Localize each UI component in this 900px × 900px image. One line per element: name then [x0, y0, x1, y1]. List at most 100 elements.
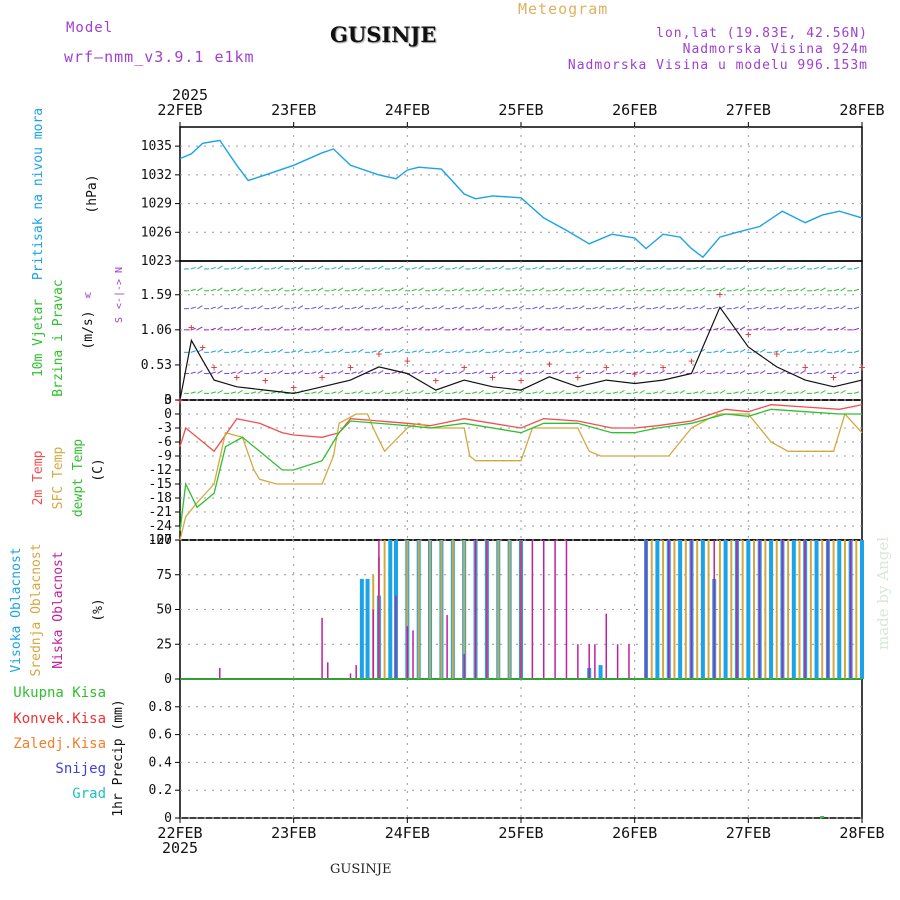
wind-barb	[337, 348, 344, 353]
wind-barb	[719, 389, 726, 394]
low-cloud-bar	[827, 540, 829, 679]
low-cloud-bar	[321, 617, 323, 679]
wind-barb	[250, 327, 257, 331]
wind-barb	[639, 370, 645, 374]
wind-barb	[210, 288, 216, 292]
wind-barb	[739, 326, 746, 331]
wind-barb	[331, 371, 337, 375]
wind-barb	[317, 326, 324, 331]
wind-barb	[371, 327, 377, 331]
mid-cloud-bar	[821, 540, 824, 679]
xtick-label-bottom: 25FEB	[498, 824, 543, 842]
wind-barb	[840, 287, 846, 292]
wind-barb	[357, 305, 364, 310]
ytick-label-precipitation: 0.8	[149, 700, 172, 715]
wind-barb	[592, 391, 598, 394]
mid-cloud-bar	[497, 540, 500, 679]
wind-barb	[391, 327, 397, 331]
gust-mark: +	[518, 374, 525, 387]
wind-barb	[438, 389, 444, 394]
wind-barb	[552, 288, 558, 292]
wind-barb	[230, 266, 237, 270]
wind-barb	[451, 371, 458, 375]
wind-barb	[512, 266, 518, 270]
wind-barb	[713, 327, 719, 331]
low-cloud-bar	[531, 540, 534, 679]
wind-barb	[197, 370, 203, 374]
high-cloud-bar	[388, 540, 393, 679]
low-cloud-bar	[690, 540, 693, 679]
low-cloud-bar	[594, 644, 596, 679]
pressure-axis-label: Pritisak na nivou mora	[31, 108, 46, 280]
ytick-label-temperature: -21	[149, 505, 172, 520]
low-cloud-bar	[565, 540, 568, 679]
ytick-label-wind: 1.06	[141, 323, 172, 338]
wind-barb	[639, 265, 645, 270]
wind-barb	[311, 266, 317, 270]
wind-barb	[652, 288, 659, 292]
wind-barb	[793, 391, 799, 394]
ytick-label-precipitation: 0.4	[149, 755, 173, 770]
wind-barb	[759, 305, 766, 310]
wind-barb	[351, 371, 357, 375]
wind-axis-label: 10m Vjetar	[31, 299, 46, 377]
low-cloud-bar	[542, 540, 545, 679]
wind-barb	[478, 305, 485, 310]
wind-barb	[793, 266, 799, 270]
high-cloud-bar	[837, 540, 842, 679]
wind-barb	[833, 306, 840, 310]
wind-barb	[853, 371, 860, 375]
dewpoint-line	[179, 408, 862, 531]
wind-barb	[558, 326, 565, 331]
wind-barb	[652, 306, 659, 310]
high-cloud-bar	[700, 540, 705, 679]
wind-barb	[270, 266, 277, 270]
gust-mark: +	[745, 328, 752, 341]
wind-barb	[800, 326, 806, 331]
wind-barb	[431, 350, 438, 353]
wind-barb	[331, 391, 337, 394]
wind-barb	[250, 350, 257, 353]
year-label-bottom: 2025	[162, 839, 198, 857]
wind-barb	[398, 326, 404, 331]
wind-barb	[257, 265, 263, 270]
wind-barb	[592, 371, 598, 375]
low-cloud-bar	[713, 540, 715, 679]
wind-barb	[297, 348, 304, 353]
wind-barb	[780, 326, 786, 331]
wind-barb	[471, 327, 478, 331]
wind-barb	[632, 266, 639, 270]
wind-barb	[659, 348, 665, 353]
high-cloud-bar	[678, 540, 683, 679]
wind-barb	[431, 266, 438, 270]
wind-barb	[853, 327, 860, 331]
wind-barb	[311, 350, 317, 353]
wind-barb	[538, 287, 545, 292]
wind-barb	[518, 348, 525, 353]
temp-unit-label: (C)	[91, 458, 106, 481]
wind-barb	[733, 288, 739, 292]
gust-mark: +	[211, 361, 218, 374]
wind-barb	[813, 350, 819, 353]
wind-barb	[451, 266, 458, 270]
wind-barb	[820, 326, 826, 331]
wind-barb	[659, 370, 665, 374]
ytick-label-clouds: 100	[149, 533, 172, 548]
wind-barb	[612, 391, 618, 394]
wind-barb	[532, 266, 538, 270]
wind-barb	[599, 287, 605, 292]
wind-barb	[418, 389, 424, 394]
wind-barb	[780, 305, 786, 310]
wind-barb	[753, 288, 759, 292]
mid-cloud-bar	[809, 540, 812, 679]
wind-barb	[639, 348, 645, 353]
wind-barb	[699, 305, 706, 310]
compass-s-label: S	[114, 317, 125, 323]
wind-barb	[311, 391, 317, 394]
mid-cloud-bar	[741, 540, 744, 679]
precip-legend-3: Snijeg	[55, 761, 106, 777]
mid-cloud-bar	[775, 540, 778, 679]
wind-barb	[693, 266, 699, 270]
wind-barb	[840, 348, 846, 353]
gust-mark: +	[188, 321, 195, 334]
